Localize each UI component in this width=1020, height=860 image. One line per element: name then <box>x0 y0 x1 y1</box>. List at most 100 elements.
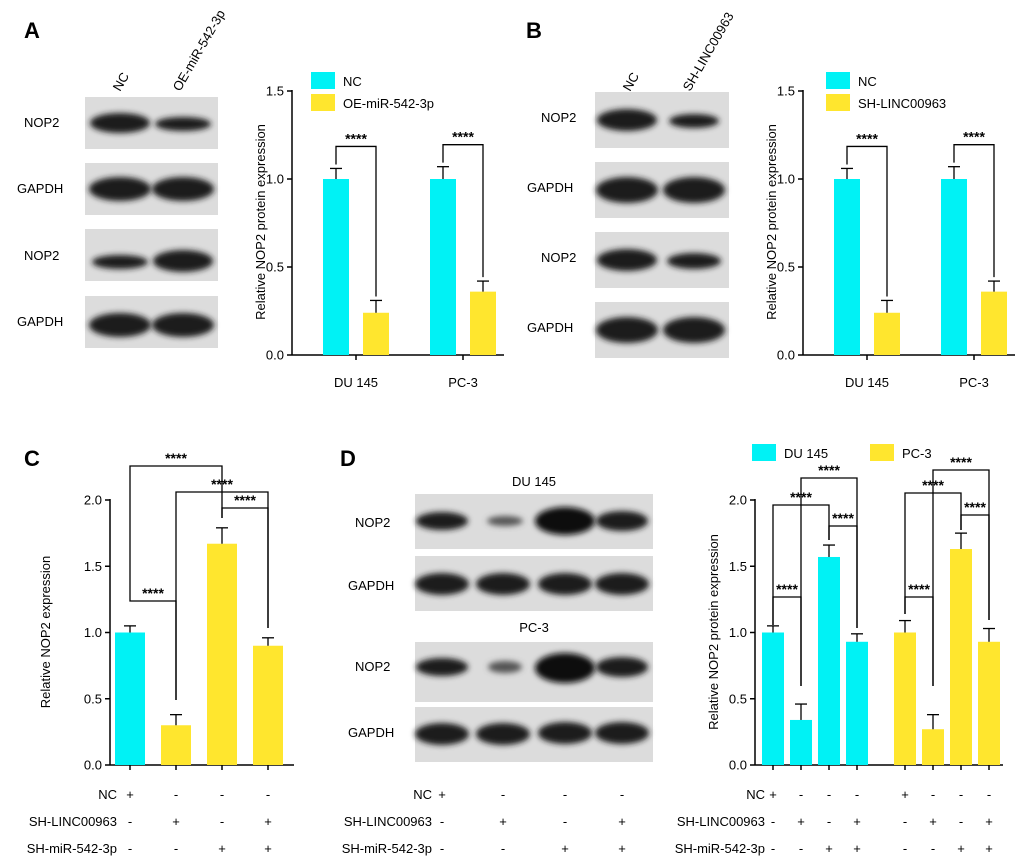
condD-value-1-5: + <box>929 814 937 829</box>
condD-value-1-1: + <box>797 814 805 829</box>
blot-a-row-2-label: GAPDH <box>17 181 63 196</box>
blot-b-image <box>595 92 729 358</box>
legend-a-nc-label: NC <box>343 74 362 89</box>
chartB-xtick-label-1: PC-3 <box>959 375 989 390</box>
chartC-ytick-label-2: 1.0 <box>84 625 102 640</box>
chart-b: 0.0 0.5 1.0 1.5 DU 145 **** PC-3 **** <box>777 84 1015 390</box>
condDBlot-value-1-0: - <box>440 814 444 829</box>
chartB-sig-1 <box>953 144 995 278</box>
chartC-sig-3 <box>221 507 269 628</box>
legend-d-du145-swatch <box>752 444 776 461</box>
blot-d-row-2-label: GAPDH <box>348 578 394 593</box>
condDBlot-value-0-3: - <box>620 787 624 802</box>
chartA-xtick-label-1: PC-3 <box>448 375 478 390</box>
condD-value-1-6: - <box>959 814 963 829</box>
condC-value-1-1: + <box>172 814 180 829</box>
condDBlot-value-2-1: - <box>501 841 505 856</box>
blot-a-row-1-label: NOP2 <box>24 115 59 130</box>
panel-label-d: D <box>340 446 356 471</box>
blot-d-row-3-label: NOP2 <box>355 659 390 674</box>
condC-value-1-2: - <box>220 814 224 829</box>
blot-b-lane-1: NC <box>620 70 642 94</box>
chartD-bar-0-0 <box>762 632 784 765</box>
conditions-d: NC + - - - + - - -SH-LINC00963- + - + - + - +SH-miR-542… <box>675 787 993 856</box>
chartD-ytick-label-4: 2.0 <box>729 493 747 508</box>
condD-value-2-1: - <box>799 841 803 856</box>
condDBlot-label-1: SH-LINC00963 <box>344 814 432 829</box>
chartC-ytick-label-0: 0.0 <box>84 758 102 773</box>
chartC-sig-2-label: **** <box>211 476 233 492</box>
condC-value-0-3: - <box>266 787 270 802</box>
blot-b-row-2-label: GAPDH <box>527 180 573 195</box>
blot-d-row-1-label: NOP2 <box>355 515 390 530</box>
condD-value-0-7: - <box>987 787 991 802</box>
chartB-ytick-label-3: 1.5 <box>777 84 795 99</box>
chartD-sig-7-label: **** <box>964 499 986 515</box>
panel-label-b: B <box>526 18 542 43</box>
legend-d-pc3-swatch <box>870 444 894 461</box>
chartA-sig-1 <box>442 144 484 278</box>
condDBlot-label-0: NC <box>413 787 432 802</box>
chartC-sig-1-label: **** <box>165 450 187 466</box>
chartA-sig-1-label: **** <box>452 129 474 145</box>
condDBlot-value-1-3: + <box>618 814 626 829</box>
condD-value-2-7: + <box>985 841 993 856</box>
condD-value-2-6: + <box>957 841 965 856</box>
chart-d-ylabel: Relative NOP2 protein expression <box>706 534 721 730</box>
condD-value-0-1: - <box>799 787 803 802</box>
blot-d-row-4-label: GAPDH <box>348 725 394 740</box>
chartD-bar-1-2 <box>950 549 972 765</box>
condD-value-0-2: - <box>827 787 831 802</box>
chartD-sig-7 <box>960 514 990 620</box>
chartD-ytick-label-1: 0.5 <box>729 691 747 706</box>
conditions-c: NC + - - -SH-LINC00963- + - +SH-miR-542-3p - - + + <box>27 787 272 856</box>
chartD-ytick-label-3: 1.5 <box>729 559 747 574</box>
condD-value-2-3: + <box>853 841 861 856</box>
chartC-ytick-label-4: 2.0 <box>84 493 102 508</box>
condC-value-2-3: + <box>264 841 272 856</box>
condC-value-2-1: - <box>174 841 178 856</box>
chartD-ytick-label-2: 1.0 <box>729 625 747 640</box>
chartA-bar-1-1 <box>470 291 496 355</box>
panel-a: A NC OE-miR-542-3p NOP2 GAPDH NOP2 GAPDH… <box>17 7 504 390</box>
chartC-sig-3-label: **** <box>234 492 256 508</box>
chartA-bar-0-0 <box>323 179 349 355</box>
condD-value-2-0: - <box>771 841 775 856</box>
condC-label-0: NC <box>98 787 117 802</box>
chartB-bar-0-1 <box>941 179 967 355</box>
condC-value-1-3: + <box>264 814 272 829</box>
blot-b-row-3-label: NOP2 <box>541 250 576 265</box>
chart-a: 0.0 0.5 1.0 1.5 DU 145 **** PC-3 **** <box>266 84 504 390</box>
chartC-bar-0 <box>115 632 145 765</box>
condD-value-1-0: - <box>771 814 775 829</box>
chartA-ytick-label-2: 1.0 <box>266 172 284 187</box>
chart-c: 0.00.51.01.52.0**************** <box>84 450 294 773</box>
chartD-bar-0-2 <box>818 556 840 765</box>
condC-value-0-1: - <box>174 787 178 802</box>
chart-b-ylabel: Relative NOP2 protein expression <box>764 124 779 320</box>
chart-d: 0.00.51.01.52.0*************************… <box>729 454 1003 773</box>
condD-value-1-2: - <box>827 814 831 829</box>
condDBlot-value-0-2: - <box>563 787 567 802</box>
condDBlot-label-2: SH-miR-542-3p <box>342 841 432 856</box>
condD-value-1-7: + <box>985 814 993 829</box>
blot-b-row-4-label: GAPDH <box>527 320 573 335</box>
chartD-bar-1-3 <box>978 641 1000 765</box>
chartB-ytick-label-0: 0.0 <box>777 348 795 363</box>
condDBlot-value-0-0: + <box>438 787 446 802</box>
legend-d-du145-label: DU 145 <box>784 446 828 461</box>
condC-value-0-2: - <box>220 787 224 802</box>
blot-b-lane-2: SH-LINC00963 <box>680 10 737 94</box>
condDBlot-value-2-3: + <box>618 841 626 856</box>
condDBlot-value-2-0: - <box>440 841 444 856</box>
chartA-xtick-label-0: DU 145 <box>334 375 378 390</box>
chartA-bar-1-0 <box>363 312 389 355</box>
chartC-sig-0-label: **** <box>142 585 164 601</box>
panel-label-a: A <box>24 18 40 43</box>
chartD-bar-0-1 <box>790 719 812 765</box>
panel-d: D DU 145 PC-3 NOP2 GAPDH NOP2 GAPDH <box>340 444 1003 856</box>
condD-value-1-4: - <box>903 814 907 829</box>
chartB-bar-1-0 <box>874 312 900 355</box>
chartD-sig-0-label: **** <box>776 581 798 597</box>
